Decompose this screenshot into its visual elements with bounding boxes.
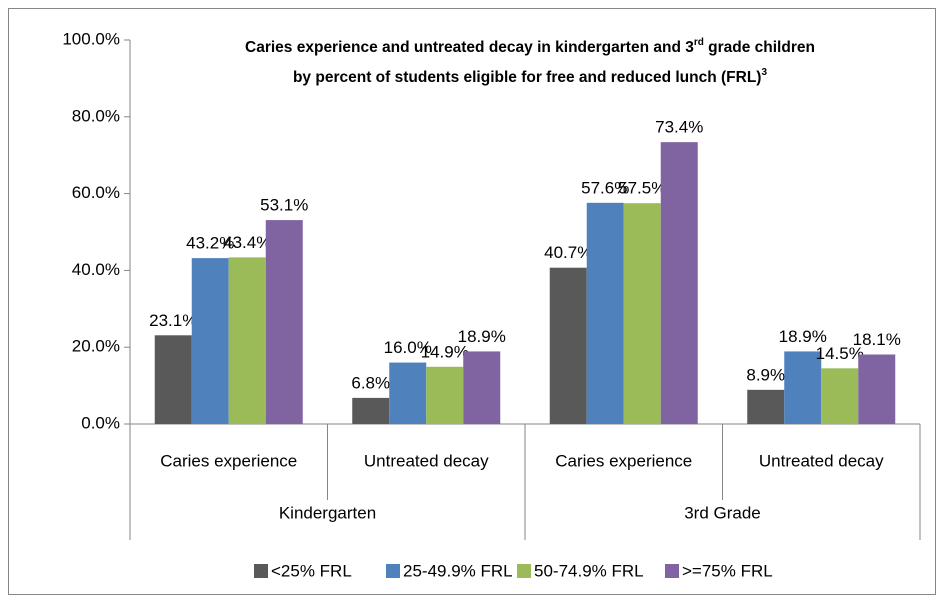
chart-title: Caries experience and untreated decay in… bbox=[245, 37, 815, 56]
data-label: 14.9% bbox=[421, 342, 469, 361]
data-label: 57.5% bbox=[618, 179, 666, 198]
y-tick-label: 40.0% bbox=[72, 260, 120, 279]
bar bbox=[154, 335, 192, 424]
bar bbox=[784, 351, 822, 424]
chart-border bbox=[8, 8, 936, 595]
x-tick-label: Untreated decay bbox=[759, 451, 884, 470]
data-label: 16.0% bbox=[384, 338, 432, 357]
bar bbox=[858, 354, 896, 424]
y-tick-label: 60.0% bbox=[72, 183, 120, 202]
group-label: 3rd Grade bbox=[684, 503, 761, 522]
bar bbox=[660, 142, 698, 425]
legend-swatch bbox=[254, 564, 268, 578]
x-tick-label: Caries experience bbox=[555, 451, 692, 470]
data-label: 18.1% bbox=[853, 330, 901, 349]
bar bbox=[623, 203, 661, 424]
bar bbox=[389, 362, 427, 424]
chart-title: by percent of students eligible for free… bbox=[293, 67, 768, 86]
data-label: 14.5% bbox=[816, 344, 864, 363]
data-label: 40.7% bbox=[544, 243, 592, 262]
bar bbox=[265, 220, 303, 424]
bar bbox=[352, 397, 390, 424]
title-superscript: 3 bbox=[761, 67, 767, 78]
bar bbox=[228, 257, 266, 424]
legend-swatch bbox=[386, 564, 400, 578]
title-superscript: rd bbox=[694, 37, 704, 48]
bar bbox=[426, 366, 464, 424]
x-tick-label: Caries experience bbox=[160, 451, 297, 470]
legend-swatch bbox=[517, 564, 531, 578]
legend-label: 50-74.9% FRL bbox=[534, 561, 644, 580]
title-text: grade children bbox=[704, 39, 815, 56]
bar bbox=[747, 389, 785, 424]
legend-label: >=75% FRL bbox=[682, 561, 773, 580]
data-label: 73.4% bbox=[655, 118, 703, 137]
legend-swatch bbox=[665, 564, 679, 578]
y-tick-label: 100.0% bbox=[62, 29, 120, 48]
y-tick-label: 0.0% bbox=[81, 413, 120, 432]
title-text: by percent of students eligible for free… bbox=[293, 69, 762, 86]
bar bbox=[821, 368, 859, 424]
title-text: Caries experience and untreated decay in… bbox=[245, 39, 694, 56]
group-label: Kindergarten bbox=[279, 503, 376, 522]
bar bbox=[191, 258, 229, 424]
data-label: 53.1% bbox=[260, 196, 308, 215]
y-tick-label: 80.0% bbox=[72, 106, 120, 125]
legend-label: 25-49.9% FRL bbox=[403, 561, 513, 580]
bar bbox=[463, 351, 501, 424]
y-tick-label: 20.0% bbox=[72, 337, 120, 356]
data-label: 18.9% bbox=[458, 327, 506, 346]
data-label: 57.6% bbox=[581, 178, 629, 197]
data-label: 8.9% bbox=[746, 365, 785, 384]
legend-label: <25% FRL bbox=[271, 561, 352, 580]
data-label: 6.8% bbox=[351, 373, 390, 392]
bar bbox=[586, 202, 624, 424]
data-label: 18.9% bbox=[779, 327, 827, 346]
x-tick-label: Untreated decay bbox=[364, 451, 489, 470]
bar bbox=[549, 267, 587, 424]
data-label: 43.4% bbox=[223, 233, 271, 252]
data-label: 43.2% bbox=[186, 234, 234, 253]
data-label: 23.1% bbox=[149, 311, 197, 330]
